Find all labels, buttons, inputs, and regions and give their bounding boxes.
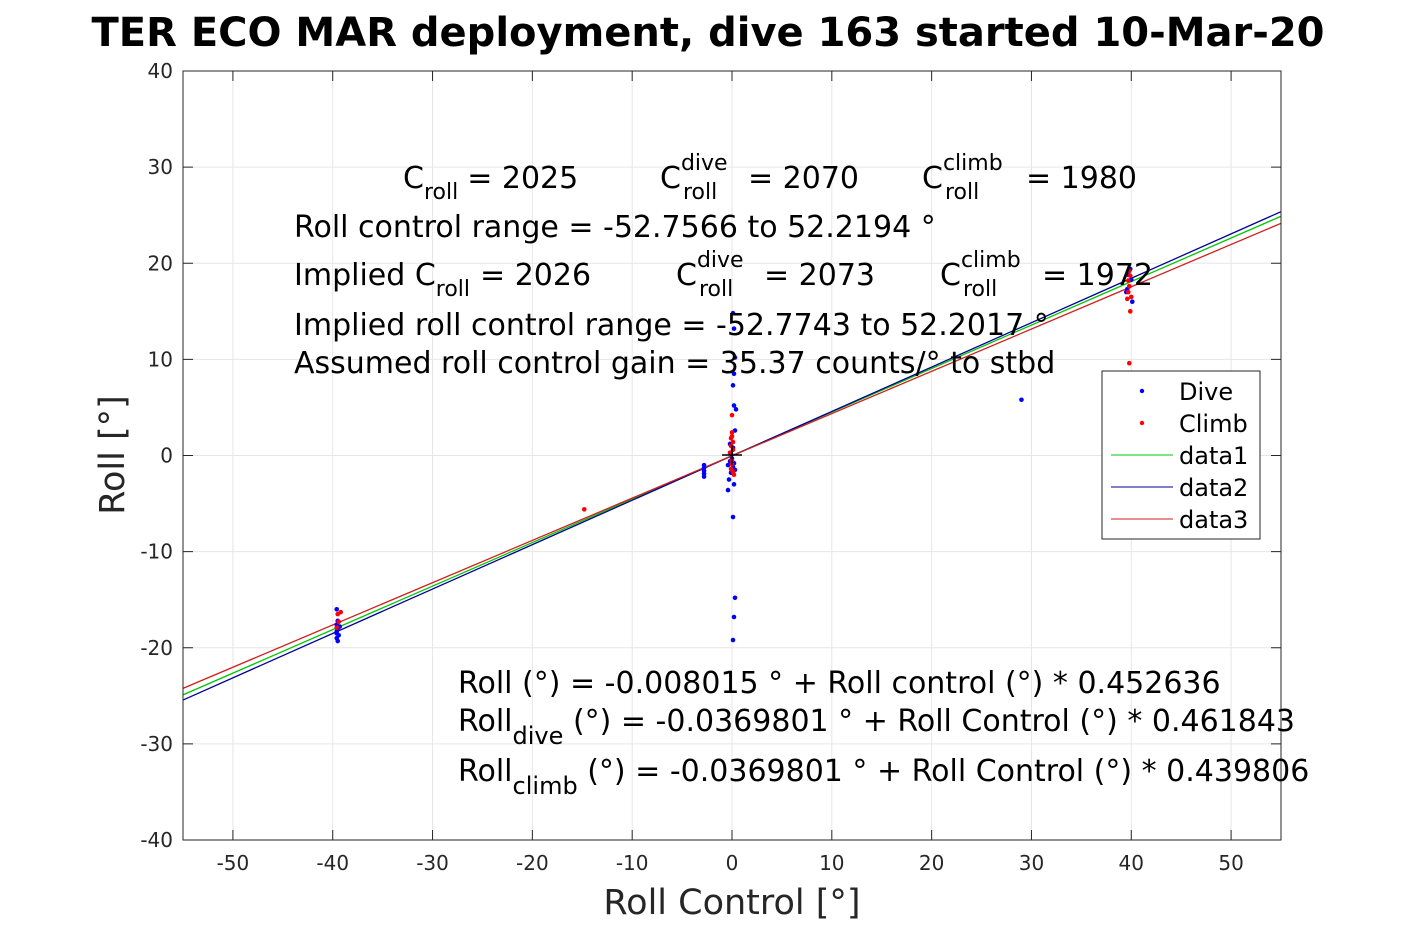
dive-point bbox=[334, 607, 340, 612]
climb-point bbox=[1126, 284, 1132, 289]
dive-point bbox=[730, 637, 736, 643]
x-tick-label: 10 bbox=[819, 851, 844, 875]
annotations-upper: Croll = 2025 Cdive roll = 2070 Cclimb roll = … bbox=[294, 151, 1153, 381]
y-tick-label: 0 bbox=[160, 444, 173, 468]
annotations-fit: Roll (°) = -0.008015 ° + Roll control (°… bbox=[458, 666, 1309, 800]
x-tick-label: -30 bbox=[416, 851, 449, 875]
dive-point bbox=[725, 487, 731, 493]
legend-data3-label: data3 bbox=[1179, 506, 1248, 534]
dive-point bbox=[725, 462, 731, 468]
c-roll-dive-annotation: Cdive roll = 2070 bbox=[660, 151, 859, 205]
legend-data1-label: data1 bbox=[1179, 442, 1248, 470]
y-tick-label: 10 bbox=[148, 347, 173, 371]
y-tick-label: -20 bbox=[140, 636, 173, 660]
x-tick-label: -10 bbox=[616, 851, 649, 875]
y-tick-label: 40 bbox=[148, 59, 173, 83]
dive-point bbox=[731, 614, 737, 620]
climb-point bbox=[581, 507, 587, 512]
climb-point bbox=[1124, 296, 1130, 302]
x-tick-label: -50 bbox=[217, 851, 250, 875]
dive-point bbox=[732, 595, 738, 601]
fit-dive-equation: Rolldive (°) = -0.0369801 ° + Roll Contr… bbox=[458, 704, 1295, 750]
y-tick-label: -10 bbox=[140, 540, 173, 564]
x-tick-label: 30 bbox=[1019, 851, 1044, 875]
dive-point bbox=[730, 383, 736, 388]
ticks: -50 -40 -30 -20 -10 0 10 20 30 40 50 -40 -30 -20 -10 0 1… bbox=[140, 59, 1281, 875]
legend-dive-marker bbox=[1139, 388, 1145, 394]
x-tick-label: 20 bbox=[919, 851, 944, 875]
dive-point bbox=[730, 514, 736, 520]
x-tick-label: 50 bbox=[1218, 851, 1243, 875]
climb-point bbox=[1126, 360, 1132, 366]
origin-cross-marker bbox=[722, 445, 742, 465]
implied-range-annotation: Implied roll control range = -52.7743 to… bbox=[294, 308, 1049, 343]
dive-point bbox=[730, 310, 736, 316]
roll-control-range-annotation: Roll control range = -52.7566 to 52.2194… bbox=[294, 210, 936, 245]
legend-dive-label: Dive bbox=[1179, 378, 1233, 406]
climb-point bbox=[1125, 289, 1131, 295]
assumed-gain-annotation: Assumed roll control gain = 35.37 counts… bbox=[294, 346, 1055, 381]
climb-point bbox=[730, 439, 736, 445]
fit-climb-equation: Rollclimb (°) = -0.0369801 ° + Roll Cont… bbox=[458, 754, 1309, 800]
dive-point bbox=[334, 631, 340, 636]
climb-point bbox=[729, 430, 735, 435]
climb-point bbox=[730, 469, 736, 475]
dive-point bbox=[731, 326, 737, 331]
dive-point bbox=[335, 638, 341, 644]
chart-title: TER ECO MAR deployment, dive 163 started… bbox=[91, 10, 1324, 56]
implied-c-roll-dive-annotation: Cdive roll = 2073 bbox=[676, 248, 875, 302]
legend-climb-label: Climb bbox=[1179, 410, 1248, 438]
c-roll-climb-annotation: Cclimb roll = 1980 bbox=[922, 151, 1137, 205]
c-roll-annotation: Croll = 2025 bbox=[403, 161, 578, 205]
dive-point bbox=[1129, 299, 1135, 305]
climb-point bbox=[1125, 278, 1131, 283]
climb-point bbox=[728, 435, 734, 441]
climb-point bbox=[727, 450, 733, 455]
x-tick-label: -40 bbox=[316, 851, 349, 875]
y-tick-label: -40 bbox=[140, 828, 173, 852]
y-tick-label: 20 bbox=[148, 251, 173, 275]
x-tick-label: -20 bbox=[516, 851, 549, 875]
implied-c-roll-annotation: Implied Croll = 2026 bbox=[294, 258, 591, 302]
climb-point bbox=[1128, 294, 1134, 300]
dive-point bbox=[732, 355, 738, 360]
dive-point bbox=[726, 477, 732, 482]
climb-point bbox=[729, 412, 735, 418]
legend-data2-label: data2 bbox=[1179, 474, 1248, 502]
climb-point bbox=[336, 619, 342, 625]
x-tick-label: 40 bbox=[1119, 851, 1144, 875]
x-axis-label: Roll Control [°] bbox=[603, 883, 860, 923]
dive-point bbox=[733, 407, 739, 412]
y-tick-label: 30 bbox=[148, 155, 173, 179]
climb-point bbox=[334, 625, 340, 630]
x-tick-label: 0 bbox=[726, 851, 739, 875]
climb-point bbox=[338, 609, 344, 615]
implied-c-roll-climb-annotation: Cclimb roll = 1972 bbox=[940, 248, 1153, 302]
y-tick-label: -30 bbox=[140, 732, 173, 756]
y-axis-label: Roll [°] bbox=[93, 395, 133, 515]
dive-point bbox=[1019, 397, 1024, 403]
fit-all-equation: Roll (°) = -0.008015 ° + Roll control (°… bbox=[458, 666, 1221, 701]
dive-point bbox=[701, 474, 707, 479]
climb-point bbox=[1127, 309, 1133, 314]
legend-climb-marker bbox=[1139, 420, 1145, 426]
climb-point bbox=[1126, 268, 1132, 274]
dive-point bbox=[731, 371, 737, 377]
legend: Dive Climb data1 data2 data3 bbox=[1101, 370, 1261, 540]
dive-point bbox=[731, 482, 737, 487]
dive-point bbox=[731, 403, 737, 408]
climb-point bbox=[1127, 273, 1133, 279]
